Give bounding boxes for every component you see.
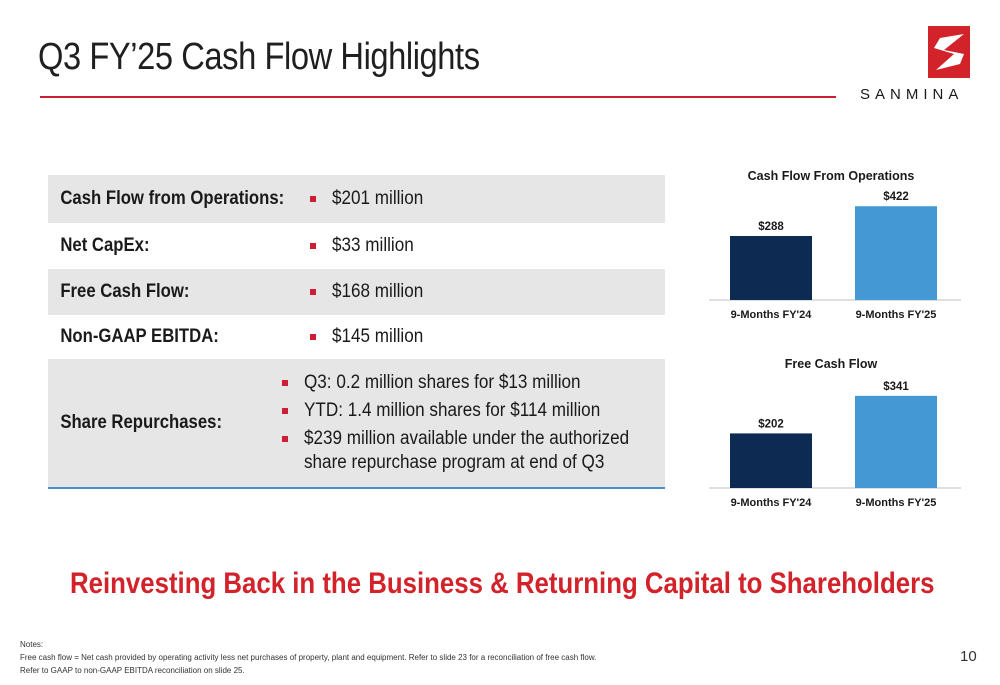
data-label: $202 bbox=[758, 418, 784, 430]
title-divider bbox=[40, 96, 836, 98]
bullet-icon bbox=[281, 436, 288, 442]
row-label: Cash Flow from Operations: bbox=[60, 188, 285, 209]
bar bbox=[730, 236, 812, 300]
free-cash-flow-chart: Free Cash Flow $202 9-Months FY'24 $341 9-Mo… bbox=[709, 357, 961, 509]
table-row: Net CapEx: $33 million bbox=[48, 223, 665, 269]
chart-title: Cash Flow From Operations bbox=[748, 169, 915, 183]
data-label: $341 bbox=[883, 381, 909, 393]
row-value: $201 million bbox=[332, 188, 424, 209]
bullet-icon bbox=[281, 380, 288, 386]
data-label: $422 bbox=[883, 191, 909, 203]
table-row: Free Cash Flow: $168 million bbox=[48, 269, 665, 315]
bullet-icon bbox=[310, 196, 316, 202]
notes-line: Free cash flow = Net cash provided by op… bbox=[20, 653, 597, 662]
footnotes: Notes: Free cash flow = Net cash provide… bbox=[20, 638, 596, 677]
bullet-icon bbox=[310, 243, 316, 249]
row-label: Net CapEx: bbox=[60, 235, 150, 256]
data-label: $288 bbox=[758, 221, 784, 233]
bullet-icon bbox=[281, 408, 288, 414]
sanmina-logo-icon bbox=[928, 26, 970, 78]
bar bbox=[730, 433, 812, 488]
bullet-icon bbox=[310, 334, 316, 340]
tagline: Reinvesting Back in the Business & Retur… bbox=[70, 567, 935, 600]
row-value: Q3: 0.2 million shares for $13 million bbox=[303, 372, 581, 393]
row-value: $33 million bbox=[332, 235, 414, 256]
table-bottom-rule bbox=[48, 487, 665, 489]
table-row: Non-GAAP EBITDA: $145 million bbox=[48, 315, 665, 359]
x-tick-label: 9-Months FY'24 bbox=[731, 309, 813, 321]
cash-flow-ops-chart: Cash Flow From Operations $288 9-Months FY… bbox=[709, 169, 961, 321]
highlights-table: Cash Flow from Operations: $201 million … bbox=[48, 175, 665, 487]
bullet-icon bbox=[310, 289, 316, 295]
row-label: Non-GAAP EBITDA: bbox=[60, 326, 219, 347]
page-number: 10 bbox=[960, 648, 977, 665]
row-value: $168 million bbox=[332, 281, 424, 302]
row-value: share repurchase program at end of Q3 bbox=[303, 452, 605, 473]
x-tick-label: 9-Months FY'24 bbox=[731, 497, 813, 509]
row-label: Free Cash Flow: bbox=[60, 281, 190, 302]
notes-line: Refer to GAAP to non-GAAP EBITDA reconci… bbox=[20, 666, 245, 675]
x-tick-label: 9-Months FY'25 bbox=[856, 309, 937, 321]
table-row: Share Repurchases: Q3: 0.2 million share… bbox=[48, 359, 665, 487]
bar bbox=[855, 206, 937, 300]
chart-title: Free Cash Flow bbox=[785, 357, 878, 371]
row-value: YTD: 1.4 million shares for $114 million bbox=[303, 400, 600, 421]
sanmina-logo-text: SANMINA bbox=[860, 86, 964, 103]
notes-heading: Notes: bbox=[20, 640, 44, 649]
page-title: Q3 FY’25 Cash Flow Highlights bbox=[38, 36, 480, 78]
row-value: $239 million available under the authori… bbox=[303, 428, 629, 449]
x-tick-label: 9-Months FY'25 bbox=[856, 497, 937, 509]
table-row: Cash Flow from Operations: $201 million bbox=[48, 175, 665, 223]
row-value: $145 million bbox=[332, 326, 424, 347]
row-label: Share Repurchases: bbox=[60, 412, 223, 433]
bar bbox=[855, 395, 937, 488]
